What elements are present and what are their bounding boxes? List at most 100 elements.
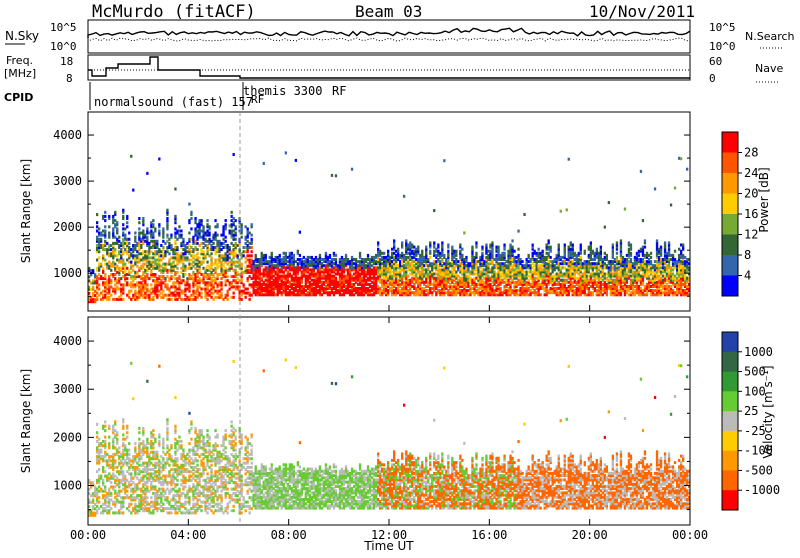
power-cell xyxy=(507,279,509,282)
power-cell xyxy=(405,271,407,274)
power-cell xyxy=(493,289,495,292)
power-cell xyxy=(311,283,313,286)
power-cell xyxy=(331,258,333,261)
power-cell xyxy=(534,258,536,261)
power-cell xyxy=(604,252,606,255)
power-cell xyxy=(146,273,148,276)
power-cell xyxy=(134,290,136,293)
power-cell xyxy=(188,203,190,206)
power-cell xyxy=(347,258,349,261)
power-cell xyxy=(507,287,509,290)
power-cell xyxy=(315,256,317,259)
power-cell xyxy=(391,252,393,255)
power-cell xyxy=(576,254,578,257)
power-cell xyxy=(534,277,536,280)
power-cell xyxy=(411,244,413,247)
power-cell xyxy=(532,244,534,247)
power-cell xyxy=(562,260,564,263)
power-cell xyxy=(233,217,235,220)
power-cell xyxy=(231,242,233,245)
power-cell xyxy=(243,290,245,293)
power-cell xyxy=(241,298,243,301)
power-cell xyxy=(335,258,337,261)
power-cell xyxy=(146,227,148,230)
power-cell xyxy=(431,291,433,294)
power-cell xyxy=(511,275,513,278)
power-cell xyxy=(485,244,487,247)
power-cell xyxy=(642,246,644,249)
power-cell xyxy=(130,248,132,251)
power-cell xyxy=(552,275,554,278)
power-cell xyxy=(237,285,239,288)
power-cell xyxy=(325,275,327,278)
power-cell xyxy=(188,238,190,241)
power-cell xyxy=(174,188,176,191)
power-cell xyxy=(134,244,136,247)
power-cell xyxy=(287,271,289,274)
power-cell xyxy=(409,273,411,276)
power-cell xyxy=(218,281,220,284)
power-cell xyxy=(241,236,243,239)
power-cell xyxy=(186,288,188,291)
power-cell xyxy=(403,195,405,198)
power-cell xyxy=(403,254,405,257)
power-cell xyxy=(391,271,393,274)
power-cell xyxy=(194,296,196,299)
power-cell xyxy=(174,227,176,230)
power-cell xyxy=(265,283,267,286)
power-cell xyxy=(459,250,461,253)
power-cell xyxy=(227,279,229,282)
power-cell xyxy=(212,283,214,286)
power-cell xyxy=(644,254,646,257)
power-cell xyxy=(140,238,142,241)
power-cell xyxy=(192,277,194,280)
power-cell xyxy=(102,290,104,293)
power-cell xyxy=(435,248,437,251)
power-cell xyxy=(235,242,237,245)
power-cell xyxy=(178,275,180,278)
power-cell xyxy=(140,275,142,278)
power-cell xyxy=(574,285,576,288)
power-cell xyxy=(526,271,528,274)
power-cell xyxy=(381,262,383,265)
power-cell xyxy=(227,263,229,266)
power-cell xyxy=(265,266,267,269)
power-cell xyxy=(229,265,231,268)
power-cell xyxy=(449,262,451,265)
power-cell xyxy=(431,283,433,286)
power-cell xyxy=(142,294,144,297)
power-cell xyxy=(218,290,220,293)
power-cell xyxy=(154,259,156,262)
power-cell xyxy=(271,252,273,255)
power-cell xyxy=(580,275,582,278)
power-cell xyxy=(138,256,140,259)
power-cell xyxy=(455,281,457,284)
power-cell xyxy=(225,244,227,247)
power-cell xyxy=(618,266,620,269)
power-cell xyxy=(542,275,544,278)
power-cell xyxy=(231,230,233,233)
power-cell xyxy=(461,266,463,269)
power-cell xyxy=(90,288,92,291)
power-cell xyxy=(279,254,281,257)
power-cell xyxy=(387,250,389,253)
power-cell xyxy=(176,271,178,274)
power-cell xyxy=(136,271,138,274)
power-cell xyxy=(596,262,598,265)
power-cell xyxy=(138,221,140,224)
power-cell xyxy=(642,219,644,222)
power-cell xyxy=(540,264,542,267)
power-cell xyxy=(122,209,124,212)
power-cell xyxy=(453,266,455,269)
power-cell xyxy=(251,283,253,286)
power-cell xyxy=(463,258,465,261)
power-cell xyxy=(104,211,106,214)
power-cell xyxy=(375,260,377,263)
power-cell xyxy=(168,298,170,301)
power-cell xyxy=(102,281,104,284)
power-cell xyxy=(634,271,636,274)
power-cell xyxy=(146,294,148,297)
power-cell xyxy=(485,256,487,259)
power-cell xyxy=(433,273,435,276)
power-cell xyxy=(309,273,311,276)
